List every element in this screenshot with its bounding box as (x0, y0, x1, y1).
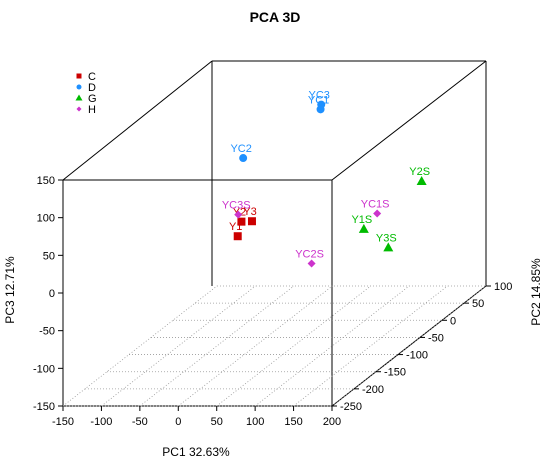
z-tick-label: -100 (406, 350, 428, 362)
data-point: YC2 (230, 143, 252, 163)
z-tick-label: 50 (472, 298, 484, 310)
z-tick-label: -200 (362, 384, 384, 396)
data-point-label: YC1 (308, 94, 329, 106)
data-point-marker (233, 232, 242, 241)
x-tick-label: 100 (246, 416, 264, 428)
data-point-marker (383, 242, 394, 252)
data-point: Y3 (243, 206, 257, 226)
legend-label: G (88, 93, 97, 105)
y-tick-label: 100 (37, 213, 55, 225)
legend-marker (76, 73, 82, 79)
data-point-marker (316, 105, 325, 114)
z-axis-label: PC2 14.85% (529, 258, 543, 326)
x-tick-label: 50 (211, 416, 223, 428)
y-tick-label: -150 (33, 401, 55, 413)
data-point: YC2S (295, 249, 324, 268)
legend-entry: G (75, 93, 97, 105)
legend-marker (76, 84, 82, 90)
z-tick-label: 0 (450, 315, 456, 327)
data-point-marker (234, 210, 243, 219)
z-tick-label: -50 (428, 332, 444, 344)
plot-box (62, 60, 487, 407)
data-points: Y1Y2Y3YC3YC1YC2Y2SY3SY1SYC1SYC2SYC3S (222, 90, 430, 268)
x-tick-label: 200 (323, 416, 341, 428)
x-tick-label: -50 (132, 416, 148, 428)
y-tick-label: 50 (43, 250, 55, 262)
data-point-marker (373, 209, 382, 218)
axes: -150 -100 -50 0 50 100 150 200-150-100-50050100… (33, 175, 512, 428)
data-point-label: YC1S (361, 198, 390, 210)
floor-grid-line-x (216, 285, 371, 407)
data-point: Y1S (351, 214, 372, 233)
data-point-label: YC3S (222, 200, 251, 212)
box-edge-depth-top-left (62, 60, 213, 181)
legend-entry: H (76, 104, 96, 116)
x-tick-label: -150 (52, 416, 74, 428)
data-point-label: YC2 (230, 143, 251, 155)
x-tick-label: 150 (284, 416, 302, 428)
y-tick-label: 0 (49, 288, 55, 300)
box-edge-depth-top-right (331, 60, 487, 181)
legend-entry: D (76, 82, 96, 94)
data-point-marker (358, 223, 369, 233)
data-point-marker (307, 259, 316, 268)
floor-grid (62, 285, 487, 407)
data-point-label: Y3 (243, 206, 256, 218)
x-tick-label: 0 (175, 416, 181, 428)
data-point-label: YC3 (309, 90, 330, 102)
x-tick-label: -100 (90, 416, 112, 428)
legend-label: H (88, 104, 96, 116)
data-point: YC1 (308, 94, 329, 114)
floor-grid-line-x (101, 285, 256, 407)
chart-title: PCA 3D (250, 9, 301, 25)
floor-grid-line-x (178, 285, 333, 407)
data-point-marker (237, 217, 246, 226)
y-axis-label: PC3 12.71% (3, 256, 17, 324)
y-tick-label: 150 (37, 175, 55, 187)
floor-grid-line-x (293, 285, 448, 407)
data-point: Y3S (376, 232, 397, 252)
data-point: YC1S (361, 198, 390, 218)
floor-grid-line-x (62, 285, 218, 407)
legend-entry: C (76, 71, 96, 83)
data-point-label: Y3S (376, 232, 397, 244)
data-point-label: Y2S (409, 166, 430, 178)
data-point: Y2S (409, 166, 430, 185)
y-tick-label: -50 (39, 326, 55, 338)
floor-grid-line-x (139, 285, 295, 407)
floor-grid-line-x (331, 285, 487, 407)
data-point-marker (239, 154, 248, 163)
legend-label: C (88, 71, 96, 83)
legend-marker (76, 106, 82, 112)
x-axis-label: PC1 32.63% (162, 445, 230, 459)
data-point-marker (416, 175, 427, 185)
data-point-marker (247, 217, 256, 226)
data-point-label: Y1S (351, 214, 372, 226)
data-point: YC3S (222, 200, 251, 219)
z-tick-label: -150 (384, 367, 406, 379)
z-tick-label: -250 (340, 401, 362, 413)
legend-label: D (88, 82, 96, 94)
z-tick-label: 100 (494, 281, 512, 293)
legend-marker (75, 94, 83, 101)
floor-grid-line-x (254, 285, 410, 407)
y-tick-label: -100 (33, 363, 55, 375)
data-point-label: YC2S (295, 249, 324, 261)
